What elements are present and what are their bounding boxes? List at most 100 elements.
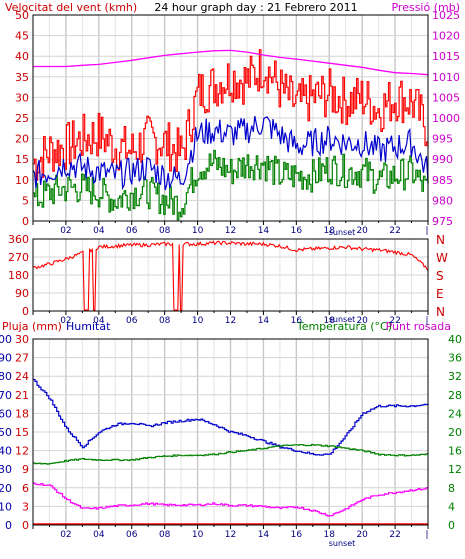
x-tick-label: 08 bbox=[159, 226, 171, 236]
x-tick-label: 18 bbox=[324, 530, 336, 540]
chart-title: 24 hour graph day : 21 Febrero 2011 bbox=[154, 1, 357, 14]
wind-direction-line bbox=[32, 240, 429, 311]
humidity-temp-series bbox=[33, 378, 429, 525]
x-tick-label: 22 bbox=[389, 226, 400, 236]
x-tick-label: 08 bbox=[159, 530, 171, 540]
pressure-y-tick-label: 1025 bbox=[432, 9, 460, 22]
rain-y-tick-label: 0 bbox=[22, 519, 29, 532]
rain-y-tick-label: 24 bbox=[15, 370, 29, 383]
wind-speed-label: Velocitat del vent (kmh) bbox=[5, 1, 137, 14]
humidity-y-tick-label: 20 bbox=[0, 482, 12, 495]
temperature-y-tick-label: 28 bbox=[448, 389, 462, 402]
x-tick-label: 10 bbox=[192, 226, 204, 236]
x-end-tick: | bbox=[425, 226, 428, 236]
pressure-line bbox=[33, 49, 429, 76]
wind-y-tick-label: 0 bbox=[22, 215, 29, 228]
humidity-label: Humitat bbox=[66, 320, 111, 333]
x-tick-label: 14 bbox=[258, 316, 270, 326]
temperature-y-tick-label: 20 bbox=[448, 426, 462, 439]
temperature-y-tick-label: 36 bbox=[448, 352, 462, 365]
dew-point-label: Punt rosada bbox=[386, 320, 451, 333]
temperature-y-tick-label: 24 bbox=[448, 407, 462, 420]
pressure-y-tick-label: 975 bbox=[432, 215, 453, 228]
humidity-y-tick-label: 50 bbox=[0, 426, 12, 439]
wind-y-tick-label: 25 bbox=[15, 112, 29, 125]
x-tick-label: 04 bbox=[93, 226, 105, 236]
rain-y-tick-label: 27 bbox=[15, 352, 29, 365]
rain-y-tick-label: 6 bbox=[22, 482, 29, 495]
x-tick-label: 14 bbox=[258, 530, 270, 540]
x-tick-label: 16 bbox=[291, 226, 303, 236]
humidity-line bbox=[33, 378, 429, 456]
pressure-y-tick-label: 1015 bbox=[432, 50, 460, 63]
humidity-y-tick-label: 0 bbox=[5, 519, 12, 532]
x-tick-label: 02 bbox=[60, 530, 71, 540]
rain-y-tick-label: 3 bbox=[22, 500, 29, 513]
rain-y-tick-label: 12 bbox=[15, 445, 29, 458]
rain-label: Pluja (mm) bbox=[2, 320, 62, 333]
wind-pressure-series bbox=[32, 49, 429, 221]
x-tick-label: 04 bbox=[93, 316, 105, 326]
x-tick-label: 04 bbox=[93, 530, 105, 540]
direction-y-tick-label: 180 bbox=[8, 269, 29, 282]
x-tick-label: 20 bbox=[356, 530, 368, 540]
humidity-temp-axes: 02 04 06 08 10 12 14 16 18 20 22 |01020304050607080… bbox=[0, 333, 462, 540]
sunset-label-bottom: sunset bbox=[329, 539, 356, 548]
pressure-y-tick-label: 980 bbox=[432, 194, 453, 207]
temperature-y-tick-label: 0 bbox=[448, 519, 455, 532]
pressure-y-tick-label: 1005 bbox=[432, 91, 460, 104]
temperature-y-tick-label: 32 bbox=[448, 370, 462, 383]
humidity-y-tick-label: 60 bbox=[0, 407, 12, 420]
humidity-y-tick-label: 30 bbox=[0, 463, 12, 476]
rain-y-tick-label: 18 bbox=[15, 407, 29, 420]
humidity-y-tick-label: 80 bbox=[0, 370, 12, 383]
x-tick-label: 10 bbox=[192, 530, 204, 540]
x-tick-label: 22 bbox=[389, 316, 400, 326]
rain-y-tick-label: 21 bbox=[15, 389, 29, 402]
x-tick-label: 06 bbox=[126, 530, 138, 540]
temperature-y-tick-label: 40 bbox=[448, 333, 462, 346]
x-tick-label: 02 bbox=[60, 316, 71, 326]
direction-y-tick-label: 90 bbox=[15, 287, 29, 300]
wind-y-tick-label: 45 bbox=[15, 30, 29, 43]
x-end-tick: | bbox=[425, 316, 428, 326]
wind-minimum-line bbox=[33, 149, 429, 221]
temperature-y-tick-label: 8 bbox=[448, 482, 455, 495]
wind-y-tick-label: 15 bbox=[15, 153, 29, 166]
humidity-y-tick-label: 40 bbox=[0, 445, 12, 458]
temperature-label: Temperatura (°C) bbox=[296, 320, 392, 333]
direction-grid bbox=[33, 239, 428, 311]
wind-y-tick-label: 35 bbox=[15, 71, 29, 84]
temperature-y-tick-label: 4 bbox=[448, 500, 455, 513]
wind-average-line bbox=[32, 115, 429, 191]
direction-y-tick-label: 360 bbox=[8, 233, 29, 246]
pressure-y-tick-label: 1020 bbox=[432, 30, 460, 43]
x-tick-label: 16 bbox=[291, 316, 303, 326]
direction-y-tick-label: 0 bbox=[22, 305, 29, 318]
rain-y-tick-label: 9 bbox=[22, 463, 29, 476]
x-tick-label: 06 bbox=[126, 316, 138, 326]
x-end-tick: | bbox=[425, 530, 428, 540]
x-tick-label: 14 bbox=[258, 226, 270, 236]
x-tick-label: 20 bbox=[356, 226, 368, 236]
temperature-line bbox=[33, 443, 429, 465]
x-tick-label: 10 bbox=[192, 316, 204, 326]
x-tick-label: 12 bbox=[225, 316, 236, 326]
x-tick-label: 06 bbox=[126, 226, 138, 236]
x-tick-label: 12 bbox=[225, 226, 236, 236]
wind-y-tick-label: 50 bbox=[15, 9, 29, 22]
direction-compass-label: E bbox=[436, 287, 444, 301]
direction-compass-label: N bbox=[436, 233, 445, 247]
wind-y-tick-label: 30 bbox=[15, 91, 29, 104]
wind-gust-line bbox=[33, 49, 429, 181]
x-tick-label: 18 bbox=[324, 316, 336, 326]
dew-point-line bbox=[33, 482, 429, 517]
wind-pressure-axes: 02 04 06 08 10 12 14 16 18 20 22 |05101520253035404… bbox=[15, 9, 460, 236]
x-tick-label: 12 bbox=[225, 530, 236, 540]
wind-y-tick-label: 20 bbox=[15, 133, 29, 146]
x-tick-label: 08 bbox=[159, 316, 171, 326]
humidity-temp-grid bbox=[33, 339, 428, 525]
direction-compass-label: S bbox=[436, 269, 444, 283]
